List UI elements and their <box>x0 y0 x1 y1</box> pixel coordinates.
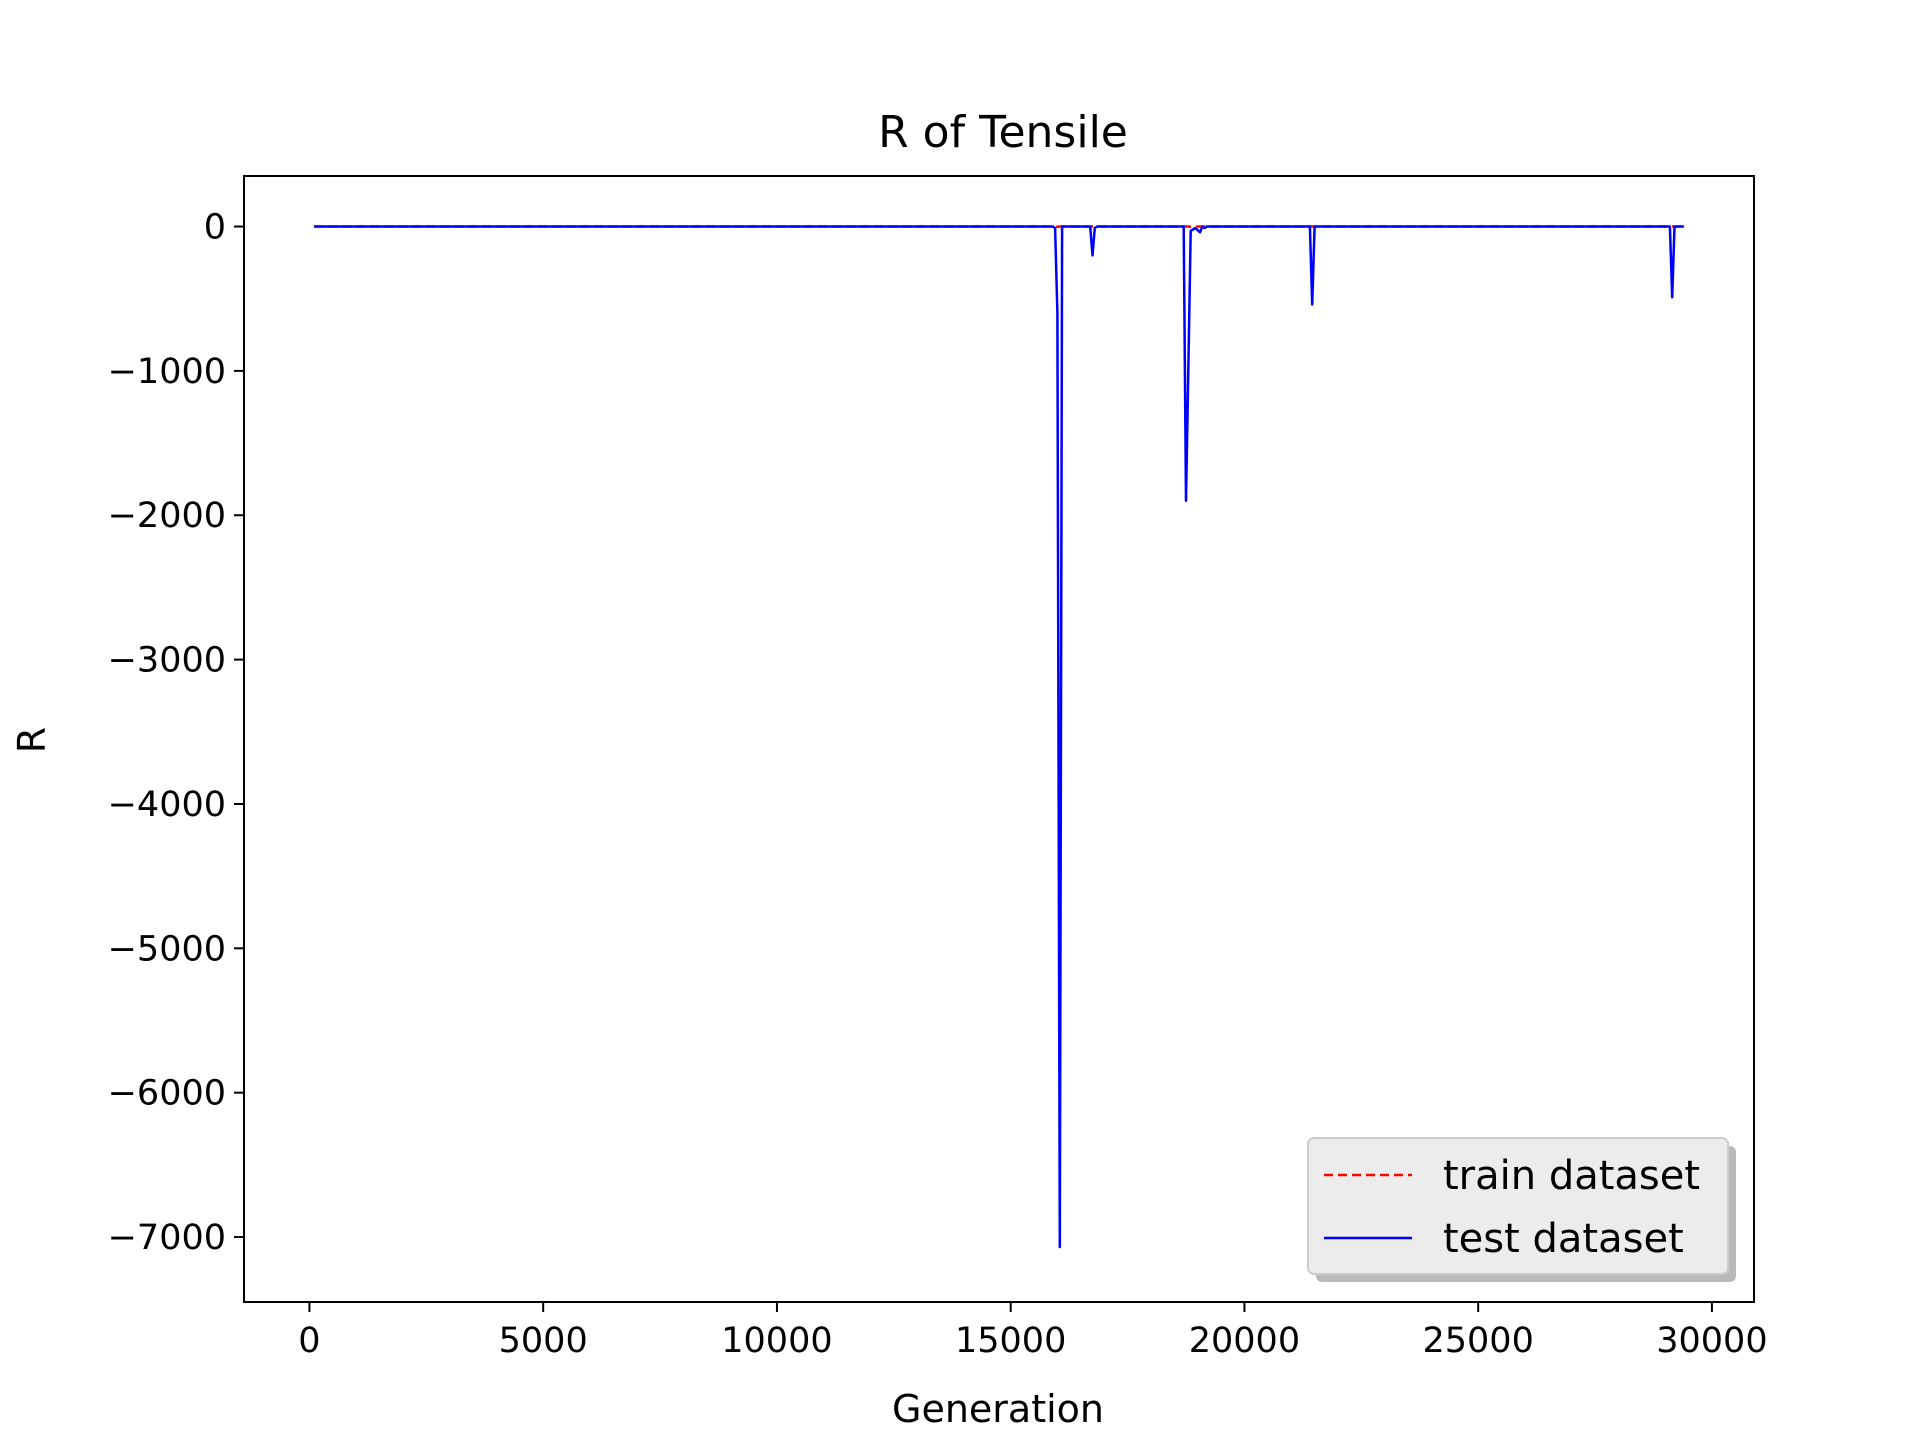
x-tick-label: 5000 <box>499 1321 588 1361</box>
x-axis-label: Generation <box>892 1387 1104 1431</box>
y-tick-label: −4000 <box>108 785 226 825</box>
y-tick-label: −1000 <box>108 352 226 392</box>
y-tick-label: −2000 <box>108 496 226 536</box>
x-tick-label: 10000 <box>721 1321 832 1361</box>
y-tick-label: −6000 <box>108 1074 226 1114</box>
chart-title: R of Tensile <box>878 107 1128 158</box>
plot-frame <box>243 175 1755 1303</box>
legend-label-test-dataset: test dataset <box>1443 1216 1684 1262</box>
y-tick-label: −7000 <box>108 1218 226 1258</box>
x-tick-label: 20000 <box>1189 1321 1300 1361</box>
y-tick-label: −5000 <box>108 929 226 969</box>
legend: train dataset test dataset <box>1307 1137 1736 1282</box>
y-tick-label: 0 <box>204 208 226 248</box>
plot-lines <box>314 225 1684 1249</box>
y-tick-label: −3000 <box>108 641 226 681</box>
x-tick-label: 30000 <box>1656 1321 1767 1361</box>
y-axis-label: R <box>10 727 54 753</box>
legend-box <box>1307 1137 1729 1275</box>
y-axis-ticks: 0 −1000 −2000 −3000 −4000 −5000 −6000 −7000 <box>108 208 244 1258</box>
x-tick-label: 0 <box>298 1321 320 1361</box>
x-tick-label: 15000 <box>955 1321 1066 1361</box>
x-tick-label: 25000 <box>1423 1321 1534 1361</box>
x-axis-ticks: 0 5000 10000 15000 20000 25000 30000 <box>298 1302 1768 1361</box>
legend-label-train-dataset: train dataset <box>1443 1153 1700 1199</box>
series-line-test-dataset <box>314 225 1684 1249</box>
